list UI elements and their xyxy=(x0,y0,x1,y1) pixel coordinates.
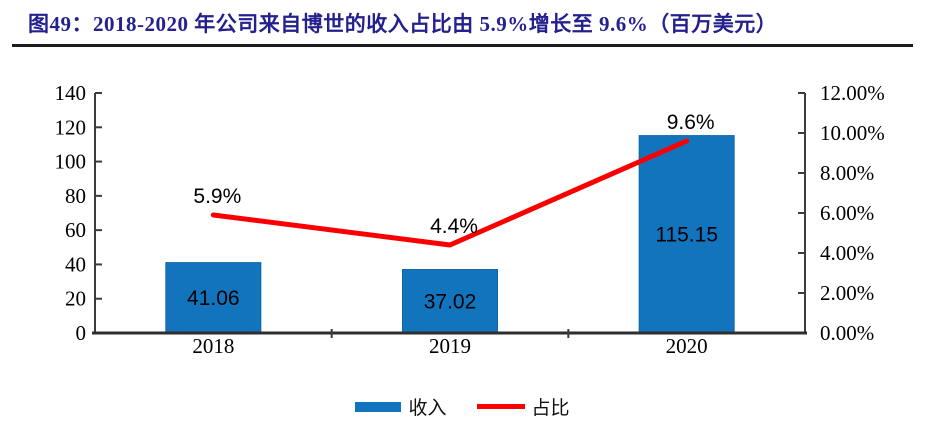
figure-title: 图49：2018-2020 年公司来自博世的收入占比由 5.9%增长至 9.6%… xyxy=(28,12,778,36)
right-axis-tick-label: 4.00% xyxy=(820,241,874,265)
line-point-label: 9.6% xyxy=(667,111,715,134)
x-axis-category-label: 2020 xyxy=(666,334,708,358)
right-axis-tick-label: 12.00% xyxy=(820,81,885,105)
left-axis-tick-label: 80 xyxy=(65,184,86,208)
revenue-bar-swatch xyxy=(355,401,402,412)
bar-value-label: 115.15 xyxy=(655,223,718,246)
bar-2018 xyxy=(165,262,262,334)
chart-legend: 收入 占比 xyxy=(0,393,925,420)
share-line-swatch xyxy=(476,404,525,409)
left-axis-tick-label: 140 xyxy=(55,81,87,105)
right-axis-tick-label: 8.00% xyxy=(820,161,874,185)
x-axis-category-label: 2018 xyxy=(192,334,234,358)
title-underline xyxy=(12,44,913,47)
line-point-label: 4.4% xyxy=(430,215,478,238)
bar-value-label: 41.06 xyxy=(187,287,240,310)
line-point-label: 5.9% xyxy=(193,185,241,208)
bar-2020 xyxy=(638,135,735,334)
right-axis-tick-label: 0.00% xyxy=(820,321,874,345)
right-axis-tick-label: 2.00% xyxy=(820,281,874,305)
x-axis-category-label: 2019 xyxy=(429,334,471,358)
legend-label-share: 占比 xyxy=(531,398,570,419)
left-axis-tick-label: 60 xyxy=(65,218,86,242)
bar-2019 xyxy=(402,269,498,334)
left-axis-tick-label: 100 xyxy=(55,150,87,174)
right-axis-tick-label: 6.00% xyxy=(820,201,874,225)
legend-label-revenue: 收入 xyxy=(408,398,447,419)
right-axis-tick-label: 10.00% xyxy=(820,121,885,145)
left-axis-tick-label: 0 xyxy=(76,321,87,345)
left-axis-tick-label: 20 xyxy=(65,287,86,311)
combo-chart: 0 20 40 60 80 100 120 140 0.00% 2.00% 4.00% 6.00% 8.… xyxy=(55,81,885,358)
legend-item-share: 占比 xyxy=(476,393,570,420)
legend-item-revenue: 收入 xyxy=(355,393,447,420)
left-axis-tick-label: 120 xyxy=(55,115,87,139)
bar-value-label: 37.02 xyxy=(424,290,477,313)
left-axis-tick-label: 40 xyxy=(65,252,86,276)
share-line xyxy=(210,138,690,248)
